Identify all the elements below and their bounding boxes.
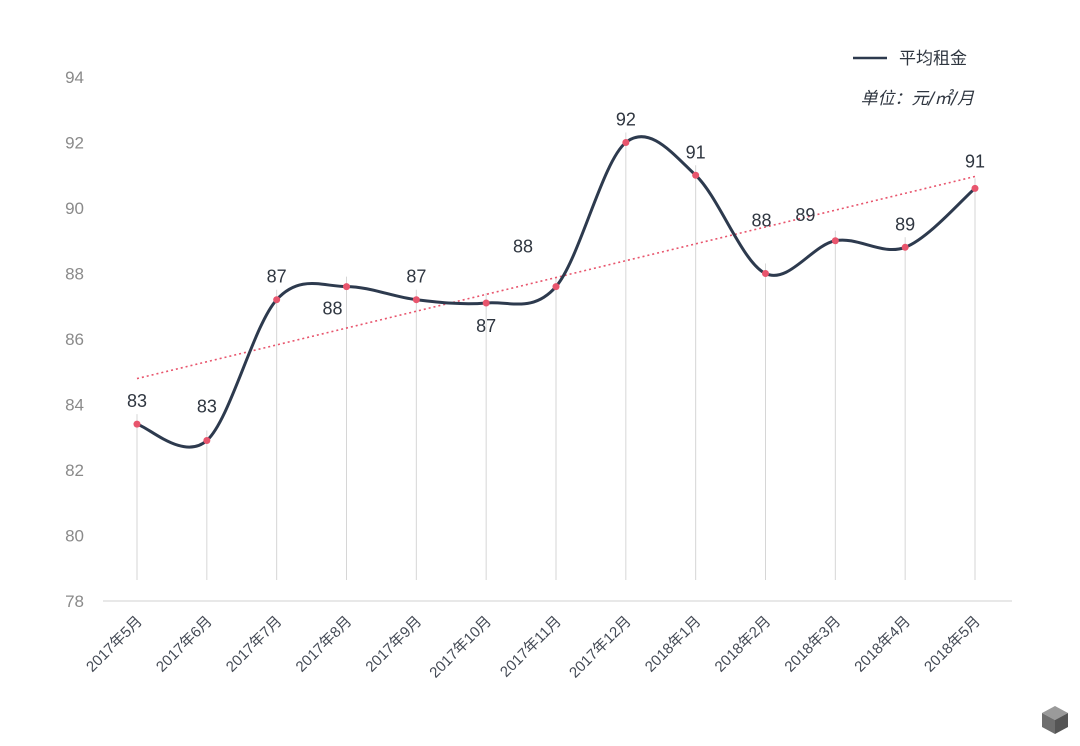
legend: 平均租金 [853, 49, 967, 69]
data-labels: 83 83 87 88 87 87 88 92 91 88 89 89 91 [127, 110, 985, 417]
trend-line [136, 175, 976, 380]
x-tick-label: 2018年2月 [712, 613, 775, 676]
data-point [552, 283, 560, 291]
y-tick-label: 84 [65, 396, 84, 415]
x-tick-label: 2017年8月 [293, 613, 356, 676]
data-label: 92 [616, 110, 636, 130]
data-label: 88 [513, 237, 533, 257]
x-tick-label: 2018年4月 [851, 613, 914, 676]
watermark-logo-icon [1042, 706, 1068, 734]
data-point [692, 171, 700, 179]
data-label: 89 [795, 205, 815, 225]
y-tick-label: 90 [65, 199, 84, 218]
y-tick-label: 82 [65, 461, 84, 480]
x-tick-label: 2018年1月 [642, 613, 705, 676]
y-tick-label: 78 [65, 592, 84, 611]
data-label: 89 [895, 214, 915, 234]
unit-label: 单位：元/㎡/月 [861, 89, 975, 109]
y-tick-label: 88 [65, 265, 84, 284]
data-point [482, 299, 490, 307]
data-point [762, 270, 769, 277]
data-points [133, 139, 979, 445]
y-tick-label: 94 [65, 68, 84, 87]
drop-lines [136, 132, 976, 580]
data-point [971, 184, 979, 192]
y-tick-label: 92 [65, 134, 84, 153]
data-point [273, 296, 281, 304]
series-line-average-rent [136, 135, 976, 449]
x-tick-label: 2018年3月 [781, 613, 844, 676]
x-tick-label: 2017年9月 [362, 613, 425, 676]
data-label: 83 [197, 397, 217, 417]
data-point [133, 420, 141, 428]
x-tick-label: 2017年5月 [83, 613, 146, 676]
data-label: 88 [322, 299, 342, 319]
data-point [412, 296, 420, 304]
data-label: 87 [267, 267, 287, 287]
x-tick-label: 2017年11月 [497, 613, 565, 681]
data-label: 87 [406, 267, 426, 287]
x-tick-label: 2018年5月 [921, 613, 984, 676]
y-tick-label: 86 [65, 330, 84, 349]
y-tick-label: 80 [65, 527, 84, 546]
y-axis: 78 80 82 84 86 88 90 92 94 [65, 68, 84, 611]
data-label: 91 [686, 142, 706, 162]
data-point [203, 437, 211, 445]
data-label: 91 [965, 151, 985, 171]
x-tick-label: 2017年12月 [566, 613, 635, 682]
data-label: 87 [476, 316, 496, 336]
data-label: 88 [751, 211, 771, 231]
x-tick-label: 2017年6月 [153, 613, 216, 676]
data-label: 83 [127, 391, 147, 411]
data-point [831, 237, 839, 245]
legend-label: 平均租金 [899, 49, 967, 69]
x-axis: 2017年5月 2017年6月 2017年7月 2017年8月 2017年9月 2017年… [83, 613, 984, 682]
data-point [343, 283, 350, 291]
data-point [901, 243, 909, 251]
x-tick-label: 2017年10月 [426, 613, 495, 682]
x-tick-label: 2017年7月 [223, 613, 286, 676]
data-point [622, 139, 630, 146]
